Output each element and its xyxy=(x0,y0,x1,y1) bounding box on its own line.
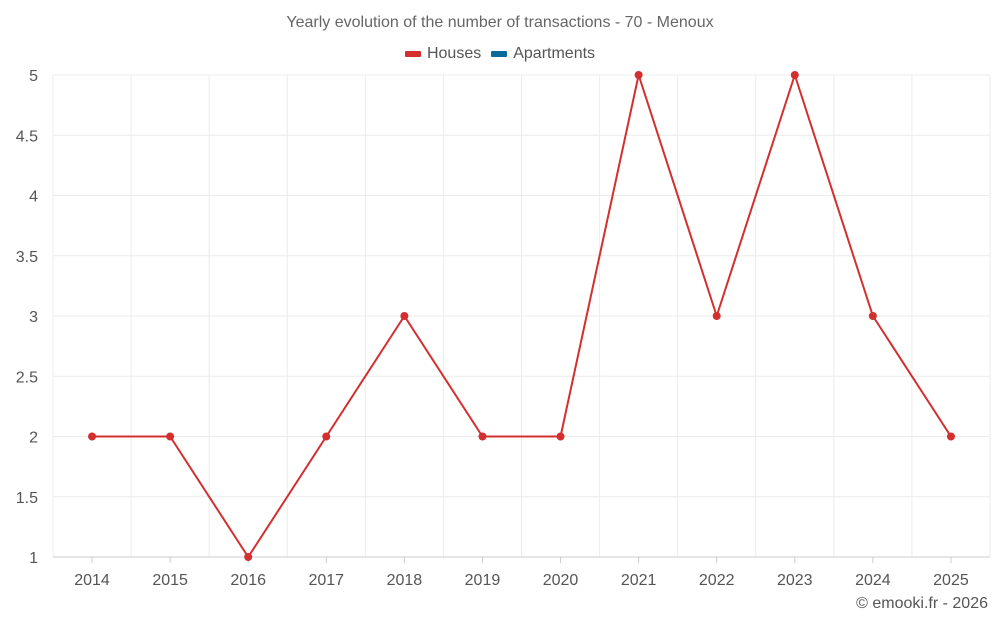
data-point-houses-2025[interactable] xyxy=(946,432,955,441)
series-houses xyxy=(88,71,955,561)
y-tick-label: 4.5 xyxy=(16,128,38,145)
data-point-houses-2017[interactable] xyxy=(322,432,331,441)
x-tick-label: 2021 xyxy=(621,572,657,589)
x-tick-label: 2015 xyxy=(152,572,188,589)
data-point-houses-2018[interactable] xyxy=(400,312,409,320)
legend-swatch-houses xyxy=(404,51,421,57)
data-point-houses-2024[interactable] xyxy=(868,312,877,320)
legend-swatch-apartments xyxy=(491,51,508,57)
y-tick-label: 5 xyxy=(29,68,38,85)
x-tick-label: 2019 xyxy=(465,572,501,589)
data-point-houses-2014[interactable] xyxy=(88,432,97,441)
data-point-houses-2021[interactable] xyxy=(634,71,643,79)
data-point-houses-2016[interactable] xyxy=(244,553,253,561)
y-tick-label: 2.5 xyxy=(16,369,38,386)
x-tick-label: 2018 xyxy=(387,572,423,589)
chart-title: Yearly evolution of the number of transa… xyxy=(286,14,714,31)
series-line-houses xyxy=(92,74,952,558)
data-point-houses-2023[interactable] xyxy=(790,71,799,79)
y-tick-label: 3.5 xyxy=(16,249,38,266)
y-tick-label: 3 xyxy=(29,309,38,326)
y-tick-label: 2 xyxy=(29,430,38,447)
x-tick-label: 2020 xyxy=(543,572,579,589)
x-tick-label: 2024 xyxy=(855,572,891,589)
x-tick-label: 2016 xyxy=(230,572,266,589)
chart-credit: © emooki.fr - 2026 xyxy=(856,595,988,612)
legend-item-apartments[interactable]: Apartments xyxy=(491,45,595,63)
y-axis-ticks: 1 1.5 2 2.5 3 3.5 4 4.5 5 xyxy=(16,68,38,567)
legend-label-apartments: Apartments xyxy=(513,45,596,62)
chart-legend: Houses Apartments xyxy=(0,45,1000,63)
grid-lines xyxy=(52,74,991,558)
y-tick-label: 4 xyxy=(29,189,38,206)
x-axis-ticks: 2014 2015 2016 2017 2018 2019 2020 2021 2022 2023… xyxy=(74,557,969,589)
data-point-houses-2019[interactable] xyxy=(478,432,487,441)
x-tick-label: 2017 xyxy=(308,572,344,589)
x-tick-label: 2025 xyxy=(933,572,969,589)
data-point-houses-2020[interactable] xyxy=(556,432,565,441)
x-tick-label: 2014 xyxy=(74,572,110,589)
x-tick-label: 2022 xyxy=(699,572,735,589)
data-point-houses-2022[interactable] xyxy=(712,312,721,320)
legend-item-houses[interactable]: Houses xyxy=(404,45,482,63)
data-point-houses-2015[interactable] xyxy=(166,432,175,441)
legend-label-houses: Houses xyxy=(426,45,482,62)
x-tick-label: 2023 xyxy=(777,572,813,589)
y-tick-label: 1.5 xyxy=(16,490,38,507)
y-tick-label: 1 xyxy=(29,550,38,567)
